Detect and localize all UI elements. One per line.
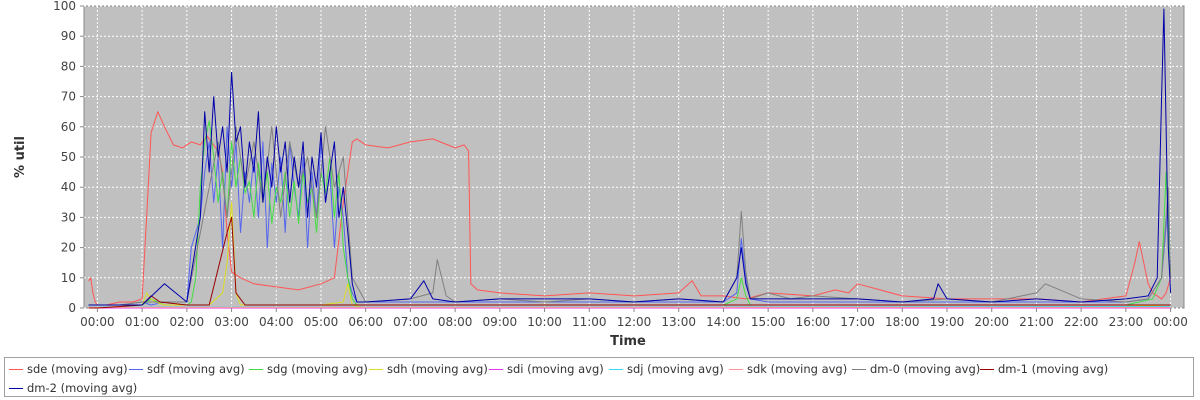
legend-item: sdf (moving avg) bbox=[129, 361, 245, 377]
legend-item: sde (moving avg) bbox=[9, 361, 128, 377]
x-tick-label: 19:00 bbox=[930, 315, 965, 329]
legend-swatch bbox=[980, 368, 994, 370]
x-tick-label: 22:00 bbox=[1064, 315, 1099, 329]
legend-label: sdf (moving avg) bbox=[147, 362, 245, 376]
y-tick-label: 70 bbox=[61, 90, 76, 104]
x-tick-label: 06:00 bbox=[348, 315, 383, 329]
x-tick-label: 15:00 bbox=[751, 315, 786, 329]
legend: sde (moving avg) sdf (moving avg) sdg (mov… bbox=[4, 357, 1194, 397]
legend-item: sdh (moving avg) bbox=[369, 361, 488, 377]
series-layer bbox=[88, 8, 1172, 309]
x-tick-label: 05:00 bbox=[304, 315, 339, 329]
y-tick-label: 60 bbox=[61, 120, 76, 134]
legend-swatch bbox=[852, 368, 866, 370]
chart-svg: 0 10 20 30 40 50 60 70 80 90 100 00:00 01:00 02:00 03:… bbox=[13, 0, 1188, 349]
y-tick-label: 30 bbox=[61, 210, 76, 224]
y-tick-label: 100 bbox=[53, 0, 76, 13]
x-tick-label: 03:00 bbox=[214, 315, 249, 329]
x-tick-label: 16:00 bbox=[796, 315, 831, 329]
legend-item: dm-2 (moving avg) bbox=[9, 380, 137, 396]
legend-swatch bbox=[129, 368, 143, 370]
legend-label: sdi (moving avg) bbox=[507, 362, 604, 376]
x-tick-label: 00:00 bbox=[1153, 315, 1188, 329]
x-tick-label: 17:00 bbox=[840, 315, 875, 329]
legend-swatch bbox=[369, 368, 383, 370]
legend-item: dm-0 (moving avg) bbox=[852, 361, 980, 377]
x-axis-title: Time bbox=[610, 334, 646, 349]
legend-item: sdg (moving avg) bbox=[249, 361, 368, 377]
legend-label: sdj (moving avg) bbox=[627, 362, 724, 376]
y-tick-label: 0 bbox=[68, 301, 76, 315]
series-line-8 bbox=[88, 216, 1171, 309]
y-tick-label: 20 bbox=[61, 241, 76, 255]
x-tick-label: 07:00 bbox=[393, 315, 428, 329]
y-tick-label: 80 bbox=[61, 59, 76, 73]
legend-item: sdj (moving avg) bbox=[609, 361, 724, 377]
legend-swatch bbox=[9, 368, 23, 370]
legend-swatch bbox=[729, 368, 743, 370]
x-tick-label: 09:00 bbox=[483, 315, 518, 329]
x-tick-label: 23:00 bbox=[1109, 315, 1144, 329]
legend-swatch bbox=[609, 368, 623, 370]
legend-item: dm-1 (moving avg) bbox=[980, 361, 1108, 377]
legend-item: sdk (moving avg) bbox=[729, 361, 847, 377]
legend-label: sdh (moving avg) bbox=[387, 362, 488, 376]
legend-item: sdi (moving avg) bbox=[489, 361, 604, 377]
x-tick-label: 01:00 bbox=[125, 315, 160, 329]
legend-swatch bbox=[489, 368, 503, 370]
legend-label: dm-0 (moving avg) bbox=[870, 362, 981, 376]
x-tick-label: 12:00 bbox=[617, 315, 652, 329]
x-tick-label: 13:00 bbox=[661, 315, 696, 329]
legend-label: sdg (moving avg) bbox=[267, 362, 368, 376]
legend-swatch bbox=[9, 387, 23, 389]
x-tick-label: 10:00 bbox=[527, 315, 562, 329]
series-line-9 bbox=[88, 8, 1172, 306]
series-line-2 bbox=[88, 120, 1172, 306]
x-tick-label: 18:00 bbox=[885, 315, 920, 329]
legend-label: sdk (moving avg) bbox=[747, 362, 848, 376]
x-tick-label: 02:00 bbox=[170, 315, 205, 329]
x-tick-label: 14:00 bbox=[706, 315, 741, 329]
y-tick-label: 50 bbox=[61, 150, 76, 164]
legend-label: dm-1 (moving avg) bbox=[998, 362, 1109, 376]
legend-label: sde (moving avg) bbox=[27, 362, 128, 376]
y-tick-label: 10 bbox=[61, 271, 76, 285]
x-tick-label: 20:00 bbox=[974, 315, 1009, 329]
x-tick-label: 04:00 bbox=[259, 315, 294, 329]
y-tick-label: 40 bbox=[61, 180, 76, 194]
legend-swatch bbox=[249, 368, 263, 370]
x-tick-label: 11:00 bbox=[572, 315, 607, 329]
y-axis-title: % util bbox=[13, 136, 28, 178]
x-tick-label: 21:00 bbox=[1019, 315, 1054, 329]
y-tick-label: 90 bbox=[61, 29, 76, 43]
legend-label: dm-2 (moving avg) bbox=[27, 381, 138, 395]
series-line-0 bbox=[88, 111, 1172, 306]
axes: 0 10 20 30 40 50 60 70 80 90 100 00:00 01:00 02:00 03:… bbox=[53, 0, 1188, 329]
x-tick-label: 08:00 bbox=[438, 315, 473, 329]
x-tick-label: 00:00 bbox=[80, 315, 115, 329]
